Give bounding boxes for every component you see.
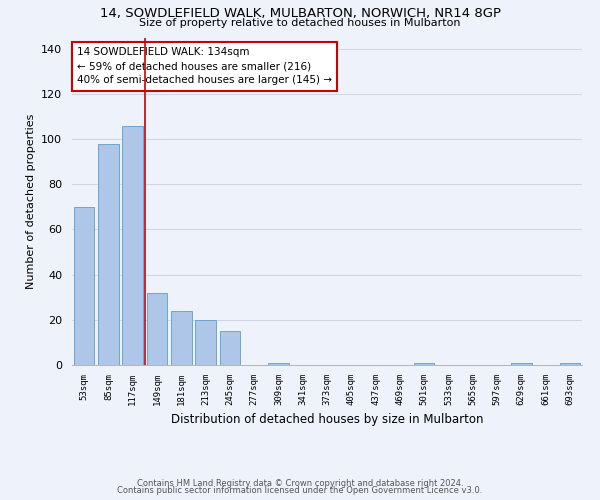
Bar	[171, 311, 191, 365]
Bar	[511, 362, 532, 365]
Bar	[98, 144, 119, 365]
Bar	[268, 362, 289, 365]
Y-axis label: Number of detached properties: Number of detached properties	[26, 114, 35, 289]
Text: Size of property relative to detached houses in Mulbarton: Size of property relative to detached ho…	[139, 18, 461, 28]
Bar	[560, 362, 580, 365]
Text: Contains public sector information licensed under the Open Government Licence v3: Contains public sector information licen…	[118, 486, 482, 495]
Bar	[122, 126, 143, 365]
Text: Contains HM Land Registry data © Crown copyright and database right 2024.: Contains HM Land Registry data © Crown c…	[137, 478, 463, 488]
Bar	[414, 362, 434, 365]
Bar	[220, 331, 240, 365]
Text: 14, SOWDLEFIELD WALK, MULBARTON, NORWICH, NR14 8GP: 14, SOWDLEFIELD WALK, MULBARTON, NORWICH…	[100, 8, 500, 20]
Text: 14 SOWDLEFIELD WALK: 134sqm
← 59% of detached houses are smaller (216)
40% of se: 14 SOWDLEFIELD WALK: 134sqm ← 59% of det…	[77, 48, 332, 86]
Bar	[146, 292, 167, 365]
Bar	[74, 207, 94, 365]
X-axis label: Distribution of detached houses by size in Mulbarton: Distribution of detached houses by size …	[171, 413, 483, 426]
Bar	[195, 320, 216, 365]
